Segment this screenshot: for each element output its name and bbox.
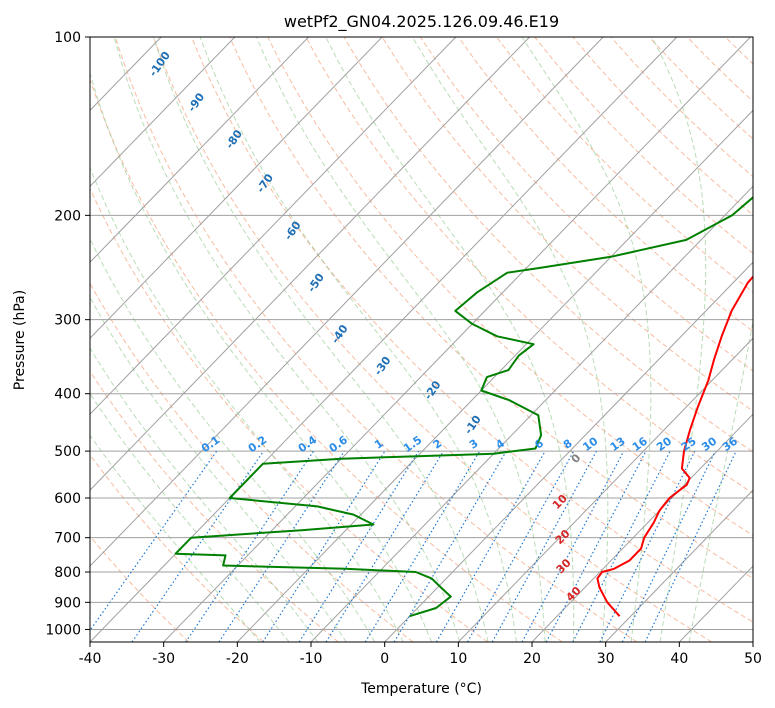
moist-adiabat-line — [688, 318, 753, 642]
moist-adiabat-line — [90, 392, 290, 642]
isotherm-line — [457, 337, 753, 642]
mixing-ratio-line — [393, 450, 507, 642]
chart-title: wetPf2_GN04.2025.126.09.46.E19 — [284, 12, 559, 32]
isotherm-line — [605, 489, 753, 642]
isotherm-line — [163, 37, 751, 642]
y-tick-label: 400 — [54, 387, 81, 403]
y-tick-label: 900 — [54, 595, 81, 611]
y-tick-label: 600 — [54, 491, 81, 507]
moist-adiabat-line — [90, 347, 319, 642]
dry-adiabat-line — [419, 37, 753, 372]
moist-adiabat-line — [90, 166, 404, 642]
y-tick-label: 200 — [54, 208, 81, 224]
isotherm-line — [531, 413, 753, 642]
isotherm-line — [236, 109, 753, 642]
mixing-ratio-line — [521, 450, 625, 642]
dry-adiabat-line — [229, 37, 753, 579]
y-tick-label: 500 — [54, 444, 81, 460]
mixing-ratio-line — [644, 450, 737, 642]
dry-adiabat-line — [267, 37, 753, 537]
mixing-ratio-line — [325, 450, 445, 642]
dewpoint-profile-line — [174, 196, 753, 618]
isotherm-line — [90, 37, 457, 415]
moist-adiabat-line — [256, 37, 546, 642]
mixing-ratio-line — [131, 450, 265, 642]
temperature-profile-line — [596, 275, 753, 617]
mixing-ratio-line — [262, 450, 386, 642]
moist-adiabat-line — [651, 37, 707, 642]
mixing-ratio-line — [90, 450, 218, 632]
moist-adiabat-line — [90, 71, 432, 642]
mixing-ratio-line — [621, 450, 716, 642]
x-tick-label: 0 — [380, 651, 389, 667]
x-tick-label: 40 — [670, 651, 688, 667]
isotherm-line — [310, 185, 753, 642]
mixing-ratio-line — [435, 450, 546, 642]
x-tick-label: -10 — [300, 651, 323, 667]
moist-adiabat-line — [325, 37, 575, 642]
x-tick-label: 20 — [523, 651, 541, 667]
dry-adiabat-line — [90, 77, 563, 642]
y-tick-label: 300 — [54, 313, 81, 329]
moist-adiabat-line — [411, 37, 609, 642]
mixing-ratio-line — [364, 450, 481, 642]
x-tick-label: -40 — [79, 651, 102, 667]
x-tick-label: 30 — [597, 651, 615, 667]
isotherm-line — [90, 37, 530, 491]
dry-adiabat-line — [90, 370, 339, 642]
axis-ticks: -40 -30 -20 -10 0 10 20 30 40 50 100 200 300 400 500 60… — [45, 30, 762, 667]
mixing-ratio-line — [298, 450, 420, 642]
isotherm-line — [90, 37, 604, 567]
y-tick-label: 700 — [54, 531, 81, 547]
x-tick-label: 10 — [449, 651, 467, 667]
dry-adiabat-line — [114, 37, 638, 642]
moist-adiabat-line — [90, 296, 347, 642]
y-tick-label: 1000 — [45, 622, 81, 638]
background-lines — [90, 37, 753, 642]
isotherm-line — [384, 261, 753, 642]
moist-adiabat-line — [153, 37, 489, 642]
x-tick-label: -30 — [152, 651, 175, 667]
dry-adiabat-line — [343, 37, 753, 453]
dry-adiabat-line — [90, 187, 488, 642]
plot-frame — [89, 36, 754, 643]
y-tick-label: 100 — [54, 30, 81, 46]
moist-adiabat-line — [113, 37, 461, 642]
series-layer — [174, 196, 753, 618]
mixing-ratio-line — [466, 450, 575, 642]
y-axis-title: Pressure (hPa) — [12, 290, 28, 390]
dry-adiabat-line — [90, 535, 190, 642]
moist-adiabat-line — [90, 434, 261, 642]
isotherm-line — [90, 37, 236, 188]
x-tick-label: -20 — [226, 651, 249, 667]
x-axis-title: Temperature (°C) — [360, 681, 482, 697]
isotherm-line — [90, 37, 383, 339]
x-tick-label: 50 — [744, 651, 762, 667]
isotherm-line — [90, 37, 309, 263]
dry-adiabat-line — [305, 37, 753, 494]
y-tick-label: 800 — [54, 565, 81, 581]
dry-adiabat-line — [191, 37, 753, 623]
moist-adiabat-line — [521, 37, 652, 642]
mixing-ratio-line — [491, 450, 597, 642]
